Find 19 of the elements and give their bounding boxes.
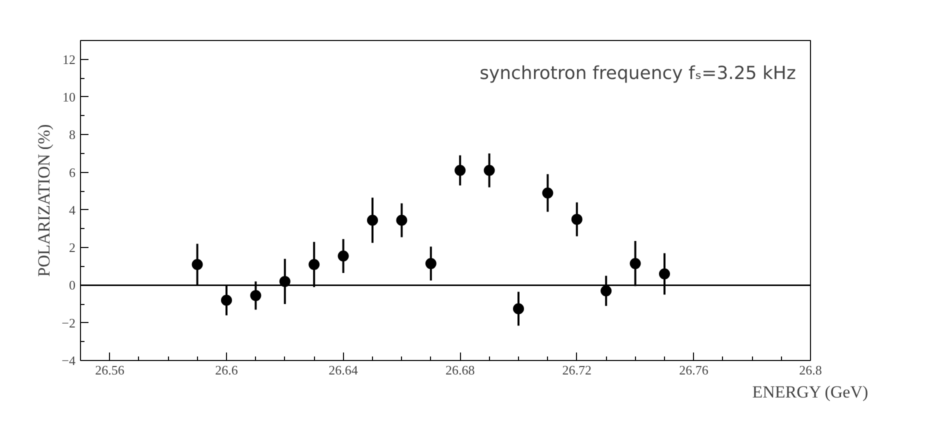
x-tick-label: 26.8 xyxy=(799,362,822,378)
y-tick-label: 12 xyxy=(62,52,76,67)
x-tick-label: 26.76 xyxy=(679,362,709,378)
x-tick-label: 26.72 xyxy=(562,362,592,378)
x-tick-label: 26.68 xyxy=(445,362,475,378)
y-tick-label: −4 xyxy=(62,353,76,368)
y-tick-label: −2 xyxy=(62,315,76,330)
y-tick-label: 0 xyxy=(69,278,76,293)
x-tick-label: 26.56 xyxy=(95,362,125,378)
x-tick-label: 26.64 xyxy=(328,362,358,378)
y-tick-label: 4 xyxy=(69,202,76,218)
y-tick-label: 10 xyxy=(62,89,76,104)
y-axis-title: POLARIZATION (%) xyxy=(34,124,54,277)
annotation: synchrotron frequency fₛ=3.25 kHz xyxy=(480,63,796,84)
y-tick-label: 2 xyxy=(69,240,76,256)
x-axis-title: ENERGY (GeV) xyxy=(752,382,868,402)
x-tick-label: 26.6 xyxy=(215,362,238,378)
y-tick-label: 8 xyxy=(69,127,76,142)
y-tick-label: 6 xyxy=(69,164,76,180)
